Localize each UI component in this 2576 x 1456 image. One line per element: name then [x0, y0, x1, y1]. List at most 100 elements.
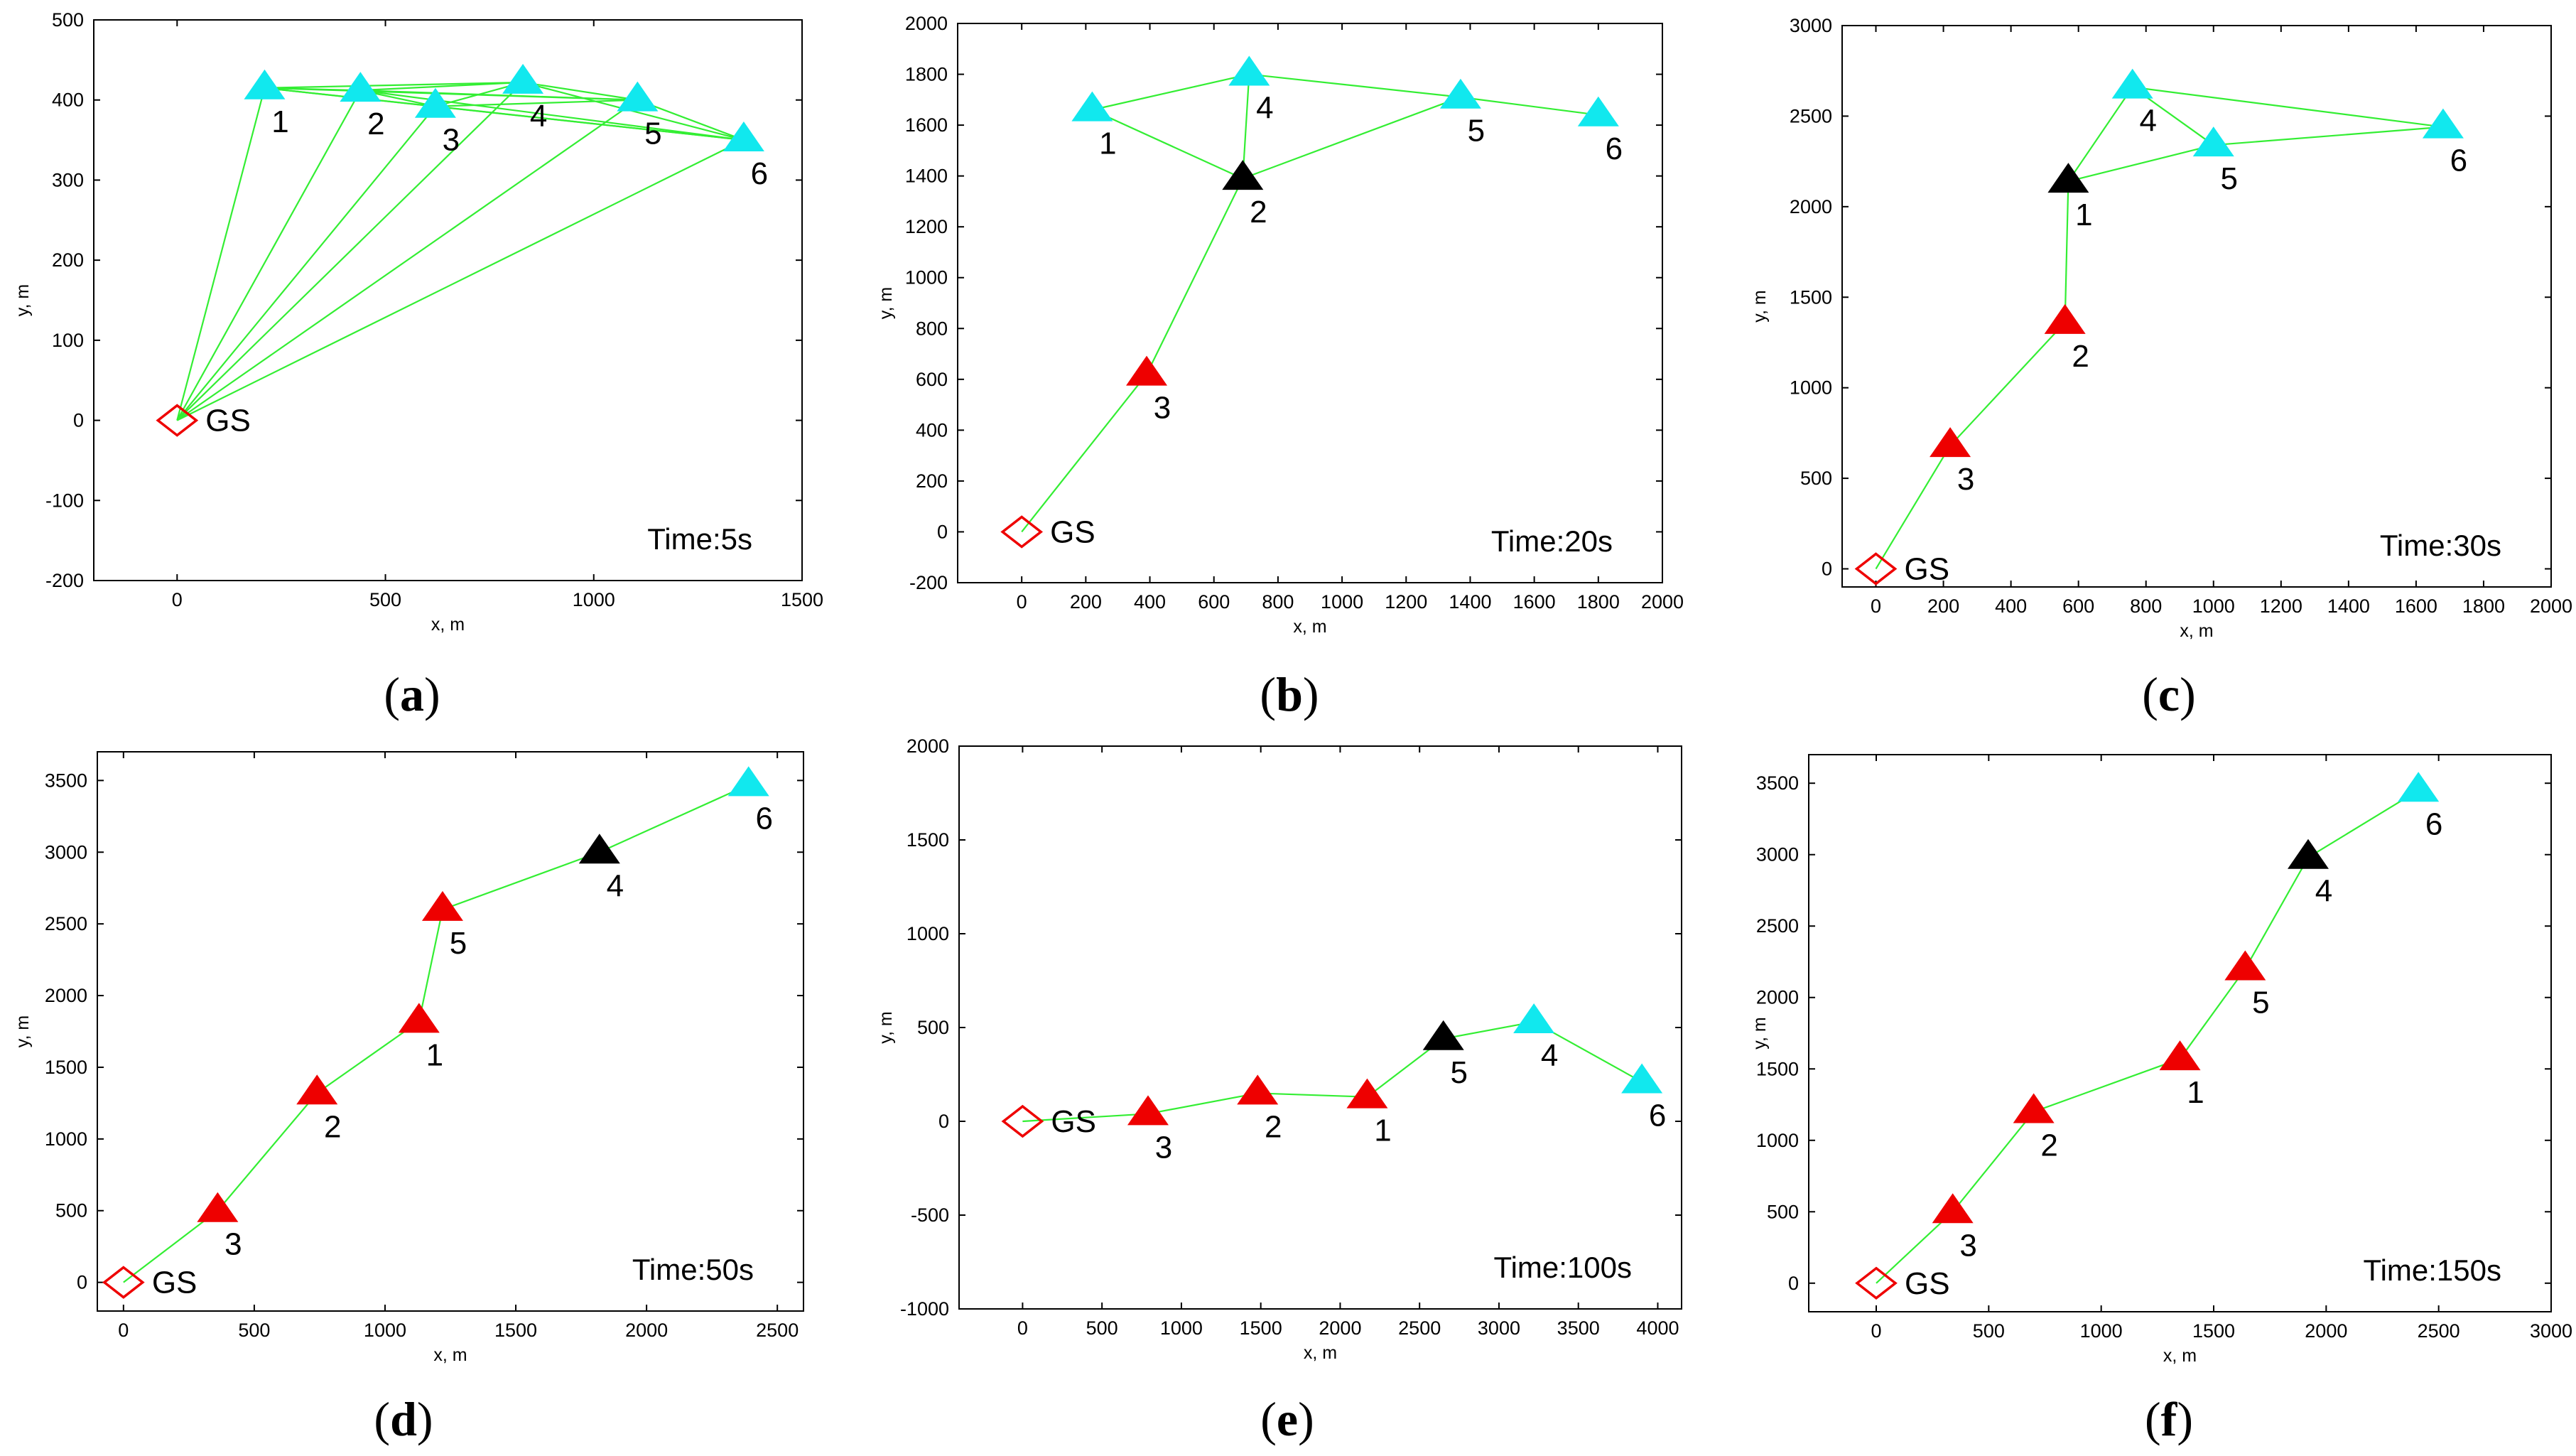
- node-2-label: 2: [324, 1109, 341, 1144]
- node-4-marker: [578, 834, 620, 864]
- x-tick-label: 1000: [1160, 1317, 1203, 1339]
- caption-d: (d): [374, 1392, 433, 1446]
- node-4-label: 4: [530, 99, 547, 134]
- x-tick-label: 1500: [494, 1320, 537, 1341]
- x-tick-label: 500: [238, 1320, 270, 1341]
- y-tick-label: 0: [938, 1111, 949, 1132]
- link-5-4: [1443, 1020, 1535, 1040]
- node-4-marker: [1228, 55, 1270, 86]
- node-1-label: 1: [426, 1037, 443, 1072]
- y-tick-label: 2000: [45, 985, 87, 1006]
- node-2-marker: [2013, 1093, 2055, 1123]
- link-4-6: [599, 784, 749, 853]
- link-2-1: [2064, 181, 2069, 323]
- ground-station-marker: [1001, 1104, 1044, 1138]
- x-tick-label: 0: [1017, 591, 1027, 613]
- x-tick-label: 1600: [1513, 591, 1556, 613]
- link-GS-3: [1875, 445, 1952, 570]
- link-5-4: [442, 851, 600, 911]
- y-tick-label: 2500: [1790, 105, 1832, 126]
- link-GS-3: [1876, 1211, 1954, 1284]
- link-2-6: [360, 90, 745, 141]
- link-2-4: [1242, 74, 1250, 179]
- y-axis-label: y, m: [876, 287, 896, 319]
- link-2-5: [360, 90, 638, 101]
- x-tick-label: 1000: [1321, 591, 1363, 613]
- link-GS-6: [176, 139, 745, 421]
- node-5-marker: [2224, 950, 2266, 981]
- y-tick-label: 3500: [45, 770, 87, 791]
- panel-b: (b) 0 200 400 600 800 1000 1200 1400 1600 1800 200…: [876, 13, 1684, 721]
- y-tick-label: 2500: [1756, 915, 1799, 937]
- x-tick-label: 2000: [625, 1320, 668, 1341]
- x-tick-label: 600: [1198, 591, 1230, 613]
- node-2-label: 2: [367, 107, 384, 141]
- y-tick-label: 500: [917, 1017, 949, 1038]
- node-4-label: 4: [1541, 1038, 1558, 1073]
- node-4-marker: [502, 63, 544, 94]
- node-5-label: 5: [1468, 114, 1485, 149]
- x-axis-label: x, m: [1304, 1343, 1337, 1363]
- x-tick-label: 1600: [2395, 595, 2437, 617]
- node-2-marker: [1222, 160, 1264, 190]
- y-tick-label: 600: [916, 369, 948, 390]
- y-tick-label: 0: [77, 1272, 87, 1293]
- node-5-marker: [617, 81, 659, 112]
- x-tick-label: 0: [1017, 1317, 1028, 1339]
- node-6-marker: [727, 766, 769, 797]
- y-tick-label: 1200: [905, 216, 948, 237]
- y-tick-label: 1500: [1756, 1058, 1799, 1079]
- y-tick-label: 500: [1800, 468, 1832, 489]
- y-axis-label: y, m: [13, 284, 33, 316]
- link-GS-2: [176, 90, 362, 421]
- y-tick-label: 2000: [905, 13, 948, 34]
- y-tick-label: 400: [52, 90, 84, 111]
- x-axis-label: x, m: [2180, 621, 2213, 641]
- ground-station-marker: [1000, 515, 1044, 549]
- caption-a: (a): [384, 667, 440, 721]
- y-tick-label: -1000: [900, 1298, 949, 1320]
- node-6-label: 6: [2450, 144, 2467, 178]
- node-1-marker: [1346, 1078, 1388, 1109]
- y-tick-label: 1400: [905, 166, 948, 187]
- x-tick-label: 0: [118, 1320, 129, 1341]
- y-tick-label: 3000: [1790, 15, 1832, 36]
- x-tick-label: 0: [172, 589, 183, 610]
- y-tick-label: -100: [45, 490, 84, 511]
- y-tick-label: -500: [911, 1204, 949, 1226]
- x-tick-label: 600: [2062, 595, 2094, 617]
- node-5-marker: [1422, 1020, 1464, 1050]
- panel-e: (e) 0 500 1000 1500 2000 2500 3000 3500 4000-100…: [876, 735, 1682, 1446]
- y-axis-label: y, m: [876, 1011, 896, 1043]
- node-4-marker: [2288, 838, 2329, 869]
- node-3-label: 3: [1957, 462, 1974, 497]
- node-4-label: 4: [607, 868, 624, 903]
- node-5-label: 5: [644, 117, 661, 151]
- x-tick-label: 3000: [2530, 1320, 2572, 1342]
- link-4-5: [522, 81, 638, 101]
- time-label: Time:150s: [2363, 1253, 2501, 1287]
- x-tick-label: 1500: [1240, 1317, 1282, 1339]
- node-2-marker: [340, 72, 381, 102]
- time-label: Time:100s: [1493, 1251, 1632, 1284]
- plot-area: [958, 745, 1682, 1310]
- node-3-label: 3: [1154, 391, 1171, 426]
- y-tick-label: 2000: [1790, 196, 1832, 217]
- x-tick-label: 1200: [2260, 595, 2302, 617]
- x-tick-label: 1400: [2327, 595, 2370, 617]
- x-axis-label: x, m: [431, 615, 465, 635]
- node-3-marker: [1127, 1095, 1169, 1126]
- x-tick-label: 2500: [2418, 1320, 2460, 1342]
- node-5-marker: [1439, 78, 1481, 109]
- y-tick-label: 1000: [1790, 377, 1832, 399]
- y-tick-label: 3000: [45, 841, 87, 863]
- ground-station-marker: [102, 1266, 145, 1299]
- y-tick-label: -200: [909, 572, 948, 593]
- link-3-6: [435, 105, 745, 141]
- x-tick-label: 0: [1871, 595, 1881, 617]
- y-tick-label: 500: [1767, 1201, 1799, 1222]
- link-5-4: [2244, 857, 2309, 970]
- node-6-marker: [723, 122, 764, 152]
- caption-b: (b): [1260, 667, 1319, 721]
- node-6-label: 6: [1649, 1099, 1666, 1133]
